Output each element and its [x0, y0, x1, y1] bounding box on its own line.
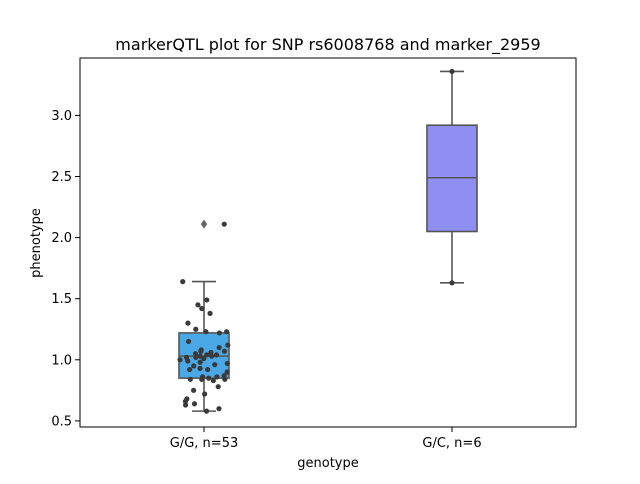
data-point — [216, 344, 222, 351]
data-point — [187, 376, 193, 382]
y-tick-label: 2.0 — [51, 231, 72, 246]
data-point — [202, 391, 208, 397]
data-point — [182, 402, 189, 408]
y-tick-label: 3.0 — [51, 109, 72, 124]
x-axis-label: genotype — [297, 456, 358, 471]
data-point — [193, 326, 199, 332]
data-point — [204, 352, 210, 358]
data-point — [222, 376, 228, 382]
axes-frame — [79, 57, 577, 428]
data-point — [191, 363, 197, 369]
data-point — [216, 406, 222, 412]
data-point — [449, 68, 455, 75]
y-tick-label: 0.5 — [51, 414, 72, 429]
data-point — [221, 221, 227, 227]
data-point — [190, 387, 197, 393]
y-axis-label: phenotype — [29, 208, 44, 278]
data-point — [195, 302, 201, 308]
data-point — [449, 280, 455, 286]
data-point — [203, 408, 210, 414]
data-point — [214, 374, 220, 380]
data-point — [224, 360, 230, 367]
data-point — [215, 384, 221, 390]
data-point — [224, 329, 230, 335]
data-point — [199, 305, 205, 312]
data-point — [185, 338, 192, 345]
data-point — [197, 353, 203, 359]
data-point — [204, 297, 210, 303]
data-point — [177, 357, 183, 363]
x-tick-label: G/C, n=6 — [422, 436, 481, 451]
data-point — [205, 366, 211, 373]
data-point — [199, 376, 205, 382]
data-point — [193, 354, 199, 360]
data-point — [224, 369, 230, 375]
data-point — [225, 342, 231, 348]
y-tick-label: 1.0 — [51, 353, 72, 368]
plot-area — [177, 68, 478, 414]
y-tick-label: 1.5 — [51, 292, 72, 307]
data-point — [185, 320, 191, 326]
data-point — [197, 359, 203, 365]
data-point — [210, 377, 216, 384]
data-point — [212, 362, 218, 368]
data-point — [180, 278, 186, 285]
data-point — [213, 352, 220, 358]
data-point — [185, 358, 191, 364]
data-point — [207, 310, 213, 316]
outlier-marker — [200, 219, 208, 229]
axes: 0.5 1.0 1.5 2.0 2.5 3.0 G/G, n=53 G/C, n=6 — [51, 109, 481, 451]
data-point — [198, 348, 204, 354]
data-point — [221, 348, 228, 354]
data-point — [187, 366, 193, 373]
x-tick-label: G/G, n=53 — [170, 436, 238, 451]
box-group-1 — [426, 70, 478, 284]
chart-title: markerQTL plot for SNP rs6008768 and mar… — [115, 35, 540, 55]
y-tick-label: 2.5 — [51, 170, 72, 185]
data-point — [216, 330, 223, 336]
data-point — [206, 375, 212, 381]
data-point — [209, 353, 215, 359]
data-point — [191, 401, 198, 407]
data-point — [203, 329, 209, 335]
data-point — [197, 365, 203, 371]
data-point — [201, 355, 207, 362]
data-point — [182, 398, 189, 404]
